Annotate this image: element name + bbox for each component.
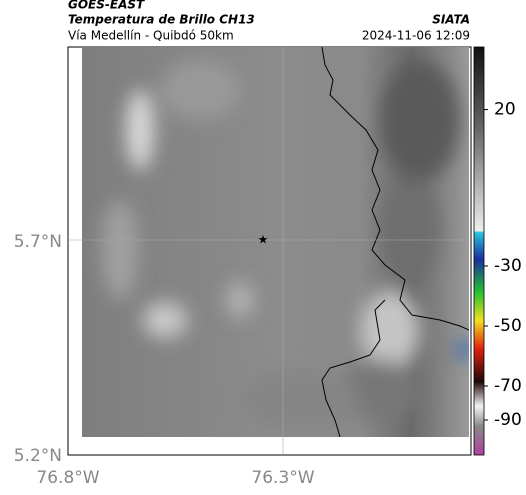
location: Vía Medellín - Quibdó 50km <box>68 29 234 43</box>
colorbar-tick-label: -90 <box>494 410 522 430</box>
y-tick-label: 5.2°N <box>14 446 62 466</box>
x-tick-label: 76.8°W <box>36 468 99 488</box>
title: GOES-EAST <box>68 0 145 12</box>
y-tick-label: 5.7°N <box>14 232 62 252</box>
subtitle: Temperatura de Brillo CH13 <box>68 13 255 27</box>
x-tick-label: 76.3°W <box>251 468 314 488</box>
colorbar-tick-label: -50 <box>494 316 522 336</box>
colorbar-tick-label: -30 <box>494 256 522 276</box>
source: SIATA <box>432 13 470 27</box>
colorbar <box>473 46 485 456</box>
colorbar-tick-label: 20 <box>494 100 516 120</box>
colorbar-tick-label: -70 <box>494 376 522 396</box>
satellite-image <box>82 47 469 437</box>
station-marker: ★ <box>258 233 269 247</box>
datetime: 2024-11-06 12:09 <box>362 29 470 43</box>
